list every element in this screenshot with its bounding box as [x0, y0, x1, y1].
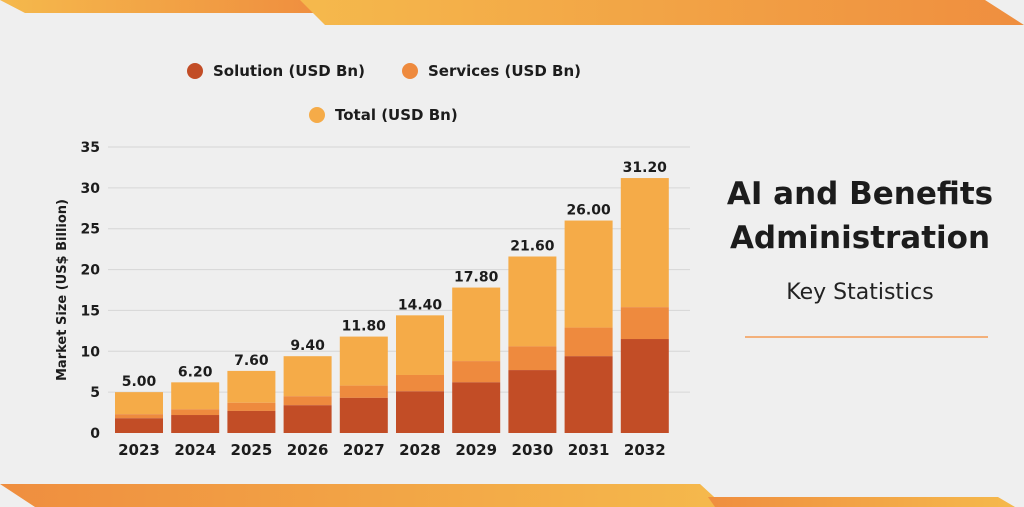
bar-total-segment: [620, 178, 669, 308]
bar-total-segment: [508, 256, 557, 347]
y-tick-label: 35: [81, 140, 100, 156]
bar-services-segment: [339, 385, 388, 398]
bar-services-segment: [620, 307, 669, 340]
data-label: 26.00: [566, 203, 611, 219]
bar-total-segment: [452, 287, 501, 362]
legend-label: Solution (USD Bn): [213, 62, 365, 80]
data-label: 9.40: [290, 338, 325, 354]
chart-title: AI and Benefits Administration: [700, 172, 1020, 260]
bar-services-segment: [508, 346, 557, 371]
bar-solution-segment: [508, 370, 557, 433]
data-label: 11.80: [342, 319, 387, 335]
bar-solution-segment: [283, 405, 332, 433]
bar-services-segment: [564, 327, 613, 357]
subtitle: Key Statistics: [786, 280, 934, 305]
bottom-stripe-left: [0, 484, 725, 507]
x-tick-label: 2032: [624, 441, 666, 459]
x-tick-label: 2030: [512, 441, 554, 459]
x-tick-label: 2031: [568, 441, 610, 459]
bar-total-segment: [115, 392, 163, 415]
bar-solution-segment: [171, 415, 220, 433]
x-tick-label: 2025: [231, 441, 273, 459]
x-tick-label: 2024: [174, 441, 216, 459]
bar-total-segment: [564, 220, 613, 328]
data-label: 17.80: [454, 270, 499, 286]
legend-marker: [402, 63, 418, 79]
bottom-stripe-right: [708, 497, 1015, 507]
y-tick-label: 0: [90, 426, 100, 442]
top-stripe-right: [300, 0, 1024, 25]
x-tick-label: 2026: [287, 441, 329, 459]
bar-total-segment: [396, 315, 444, 375]
bar-services-segment: [283, 396, 332, 406]
legend-marker: [309, 107, 325, 123]
x-tick-label: 2023: [118, 441, 160, 459]
bar-solution-segment: [227, 410, 276, 433]
data-label: 14.40: [398, 297, 443, 313]
x-tick-label: 2027: [343, 441, 385, 459]
data-label: 6.20: [178, 364, 213, 380]
legend-label: Total (USD Bn): [335, 106, 458, 124]
data-label: 31.20: [623, 160, 668, 176]
y-axis-label: Market Size (US$ Billion): [55, 199, 70, 381]
legend-marker: [187, 63, 203, 79]
bar-solution-segment: [115, 418, 163, 433]
bar-services-segment: [452, 361, 501, 383]
data-label: 5.00: [122, 374, 157, 390]
x-tick-label: 2028: [399, 441, 441, 459]
bar-total-segment: [171, 382, 220, 410]
x-tick-label: 2029: [455, 441, 497, 459]
y-tick-label: 25: [81, 222, 100, 238]
bar-services-segment: [171, 409, 220, 416]
bar-solution-segment: [339, 397, 388, 433]
bar-solution-segment: [564, 356, 613, 433]
data-label: 7.60: [234, 353, 269, 369]
bar-solution-segment: [452, 382, 501, 433]
bar-total-segment: [227, 370, 276, 403]
bar-services-segment: [115, 414, 163, 419]
title-line-2: Administration: [729, 220, 991, 256]
divider: [745, 336, 988, 338]
data-label: 21.60: [510, 238, 555, 254]
bar-services-segment: [227, 402, 276, 411]
y-tick-label: 15: [81, 303, 100, 319]
bar-services-segment: [396, 374, 444, 392]
top-stripe-left: [0, 0, 318, 13]
y-tick-label: 20: [81, 263, 101, 279]
title-line-1: AI and Benefits: [726, 176, 994, 212]
bar-solution-segment: [396, 391, 444, 433]
y-tick-label: 5: [90, 385, 100, 401]
y-tick-label: 10: [81, 344, 101, 360]
y-tick-label: 30: [81, 181, 101, 197]
legend-label: Services (USD Bn): [428, 62, 581, 80]
bar-total-segment: [339, 336, 388, 386]
bar-solution-segment: [620, 339, 669, 433]
bar-total-segment: [283, 356, 332, 397]
